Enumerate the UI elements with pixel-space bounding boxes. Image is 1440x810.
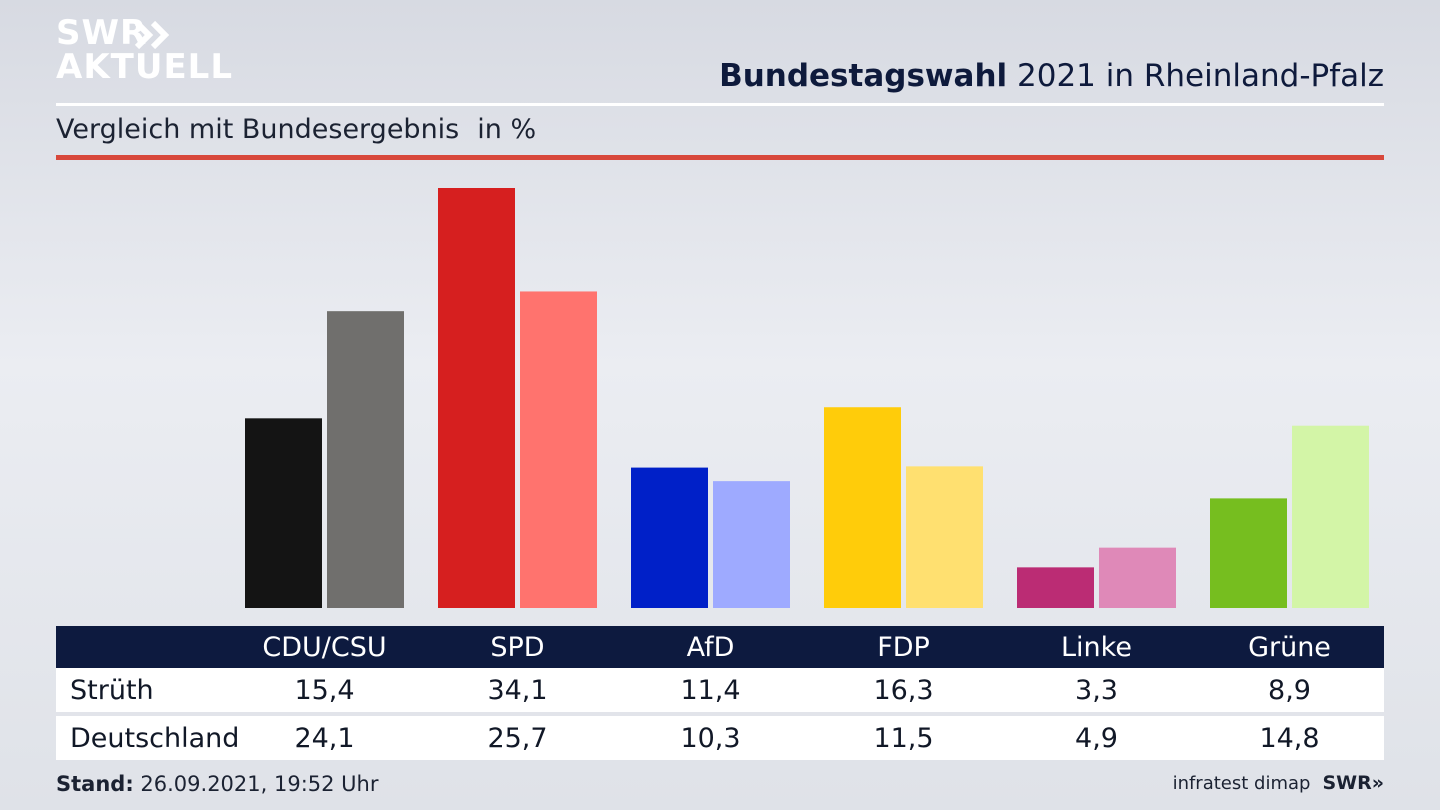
subtitle-text: Vergleich mit Bundesergebnis — [56, 114, 460, 145]
category-label-spd: SPD — [490, 631, 545, 663]
value-afd-strueth: 11,4 — [680, 674, 741, 706]
value-cdu-csu-deutschland: 24,1 — [294, 722, 355, 754]
category-label-fdp: FDP — [877, 631, 930, 663]
title-rest: 2021 in Rheinland-Pfalz — [1007, 58, 1384, 94]
bar-chart — [245, 188, 1369, 608]
swr-brand: SWR» — [1322, 772, 1384, 794]
bar-cdu-csu-deutschland — [327, 311, 404, 608]
value-gruene-deutschland: 14,8 — [1259, 722, 1320, 754]
value-afd-deutschland: 10,3 — [680, 722, 741, 754]
bar-cdu-csu-strueth — [245, 418, 322, 608]
bar-spd-deutschland — [520, 291, 597, 608]
timestamp-label: Stand: — [56, 772, 134, 796]
subtitle-unit: in % — [477, 114, 537, 145]
table-row-deutschland: Deutschland 24,1 25,7 10,3 11,5 4,9 14,8 — [56, 716, 1384, 760]
bar-afd-deutschland — [713, 481, 790, 608]
bar-fdp-deutschland — [906, 466, 983, 608]
value-spd-deutschland: 25,7 — [487, 722, 548, 754]
bar-linke-deutschland — [1099, 547, 1176, 608]
chart-title: Bundestagswahl 2021 in Rheinland-Pfalz — [719, 58, 1384, 94]
row-label-deutschland: Deutschland — [70, 722, 240, 754]
table-header-row: CDU/CSU SPD AfD FDP Linke Grüne — [56, 626, 1384, 668]
swr-aktuell-logo: SWR AKTUELL — [56, 16, 233, 84]
category-label-cdu-csu: CDU/CSU — [262, 631, 387, 663]
bar-linke-strueth — [1017, 567, 1094, 608]
title-bold: Bundestagswahl — [719, 58, 1008, 94]
title-divider — [56, 103, 1384, 106]
logo-line-2: AKTUELL — [56, 47, 234, 87]
row-label-strueth: Strüth — [70, 674, 154, 706]
value-gruene-strueth: 8,9 — [1268, 674, 1311, 706]
table-row-strueth: Strüth 15,4 34,1 11,4 16,3 3,3 8,9 — [56, 668, 1384, 712]
source-credit: infratest dimap SWR» — [1173, 772, 1384, 794]
value-fdp-strueth: 16,3 — [873, 674, 934, 706]
bar-fdp-strueth — [824, 407, 901, 608]
bar-gruene-deutschland — [1292, 425, 1369, 608]
value-linke-deutschland: 4,9 — [1075, 722, 1118, 754]
timestamp: Stand: 26.09.2021, 19:52 Uhr — [56, 772, 379, 796]
value-linke-strueth: 3,3 — [1075, 674, 1118, 706]
chart-subtitle: Vergleich mit Bundesergebnis in % — [56, 114, 536, 145]
subtitle-divider — [56, 155, 1384, 160]
results-table: CDU/CSU SPD AfD FDP Linke Grüne Strüth 15,4 34… — [56, 626, 1384, 760]
category-label-afd: AfD — [686, 631, 735, 663]
bar-spd-strueth — [438, 188, 515, 608]
bar-afd-strueth — [631, 467, 708, 608]
timestamp-value: 26.09.2021, 19:52 Uhr — [133, 772, 379, 796]
category-label-gruene: Grüne — [1248, 631, 1331, 663]
logo-line-1: SWR — [56, 13, 148, 53]
category-label-linke: Linke — [1061, 631, 1132, 663]
logo-chevrons-icon — [134, 20, 170, 50]
bar-gruene-strueth — [1210, 498, 1287, 608]
source-text: infratest dimap — [1172, 773, 1311, 794]
value-spd-strueth: 34,1 — [487, 674, 548, 706]
value-fdp-deutschland: 11,5 — [873, 722, 934, 754]
value-cdu-csu-strueth: 15,4 — [294, 674, 355, 706]
